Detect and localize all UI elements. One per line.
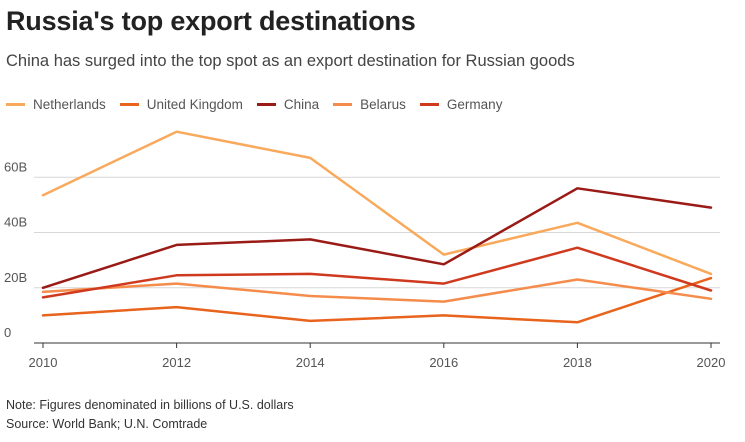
legend-item-netherlands: Netherlands: [6, 97, 106, 112]
series-line-united-kingdom: [41, 276, 713, 324]
legend-label-belarus: Belarus: [360, 97, 406, 112]
x-tick-label-2014: 2014: [296, 355, 325, 370]
legend: Netherlands United Kingdom China Belarus…: [6, 97, 516, 112]
series-line-netherlands: [41, 130, 713, 276]
legend-label-united-kingdom: United Kingdom: [146, 97, 243, 112]
series-line-china: [41, 187, 713, 290]
legend-item-germany: Germany: [419, 97, 503, 112]
x-tick-label-2012: 2012: [162, 355, 191, 370]
y-tick-label-20b: 20B: [4, 270, 27, 285]
legend-label-germany: Germany: [446, 97, 503, 112]
chart-subtitle: China has surged into the top spot as an…: [6, 52, 575, 70]
x-tick-label-2020: 2020: [697, 355, 726, 370]
x-tick-label-2018: 2018: [563, 355, 592, 370]
legend-item-united-kingdom: United Kingdom: [119, 97, 243, 112]
legend-label-netherlands: Netherlands: [33, 97, 106, 112]
legend-swatch-netherlands: [6, 103, 25, 106]
footnote: Note: Figures denominated in billions of…: [6, 398, 294, 412]
y-tick-label-40b: 40B: [4, 215, 27, 230]
y-tick-label-0: 0: [4, 325, 11, 340]
legend-label-china: China: [283, 97, 320, 112]
legend-swatch-china: [256, 103, 276, 106]
x-tick-label-2010: 2010: [29, 355, 58, 370]
source-note: Source: World Bank; U.N. Comtrade: [6, 417, 208, 431]
series-line-germany: [41, 246, 713, 299]
legend-item-belarus: Belarus: [333, 97, 406, 112]
legend-swatch-belarus: [333, 103, 353, 106]
chart-title: Russia's top export destinations: [6, 6, 416, 36]
y-tick-label-60b: 60B: [4, 159, 27, 174]
legend-swatch-germany: [419, 103, 439, 106]
x-tick-label-2016: 2016: [429, 355, 458, 370]
series-line-belarus: [41, 278, 713, 303]
legend-item-china: China: [256, 97, 320, 112]
legend-swatch-united-kingdom: [119, 103, 139, 106]
